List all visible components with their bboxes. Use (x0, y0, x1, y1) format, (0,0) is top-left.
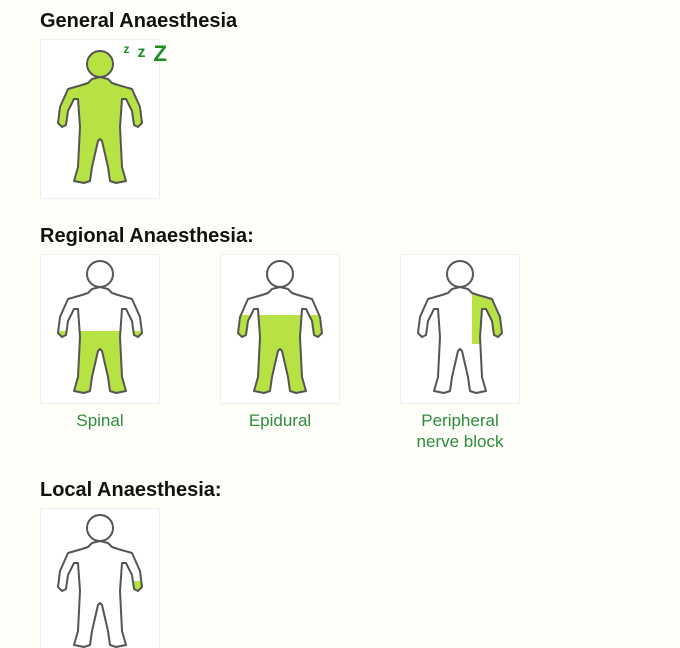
body-icon-general (50, 44, 150, 194)
body-icon-peripheral (410, 259, 510, 399)
heading-general: General Anaesthesia (40, 10, 640, 33)
body-icon-local (50, 513, 150, 648)
figure-local (40, 508, 160, 648)
cell-local (40, 508, 160, 648)
heading-local: Local Anaesthesia: (40, 479, 640, 502)
infographic-root: General Anaesthesia zzZ Regional Anaesth… (0, 0, 680, 648)
row-regional: Spinal Epidural Peripheralnerve block (40, 254, 640, 453)
figure-epidural (220, 254, 340, 404)
caption-epidural: Epidural (249, 410, 311, 431)
cell-peripheral: Peripheralnerve block (400, 254, 520, 453)
cell-general: zzZ (40, 39, 160, 199)
caption-spinal: Spinal (76, 410, 123, 431)
caption-peripheral: Peripheralnerve block (417, 410, 504, 453)
row-general: zzZ (40, 39, 640, 199)
heading-regional: Regional Anaesthesia: (40, 225, 640, 248)
cell-epidural: Epidural (220, 254, 340, 453)
figure-general: zzZ (40, 39, 160, 199)
figure-spinal (40, 254, 160, 404)
section-local: Local Anaesthesia: (40, 479, 640, 648)
cell-spinal: Spinal (40, 254, 160, 453)
section-general: General Anaesthesia zzZ (40, 10, 640, 199)
figure-peripheral (400, 254, 520, 404)
body-icon-spinal (50, 259, 150, 399)
body-icon-epidural (230, 259, 330, 399)
row-local (40, 508, 640, 648)
section-regional: Regional Anaesthesia: Spinal Epidural Pe… (40, 225, 640, 453)
